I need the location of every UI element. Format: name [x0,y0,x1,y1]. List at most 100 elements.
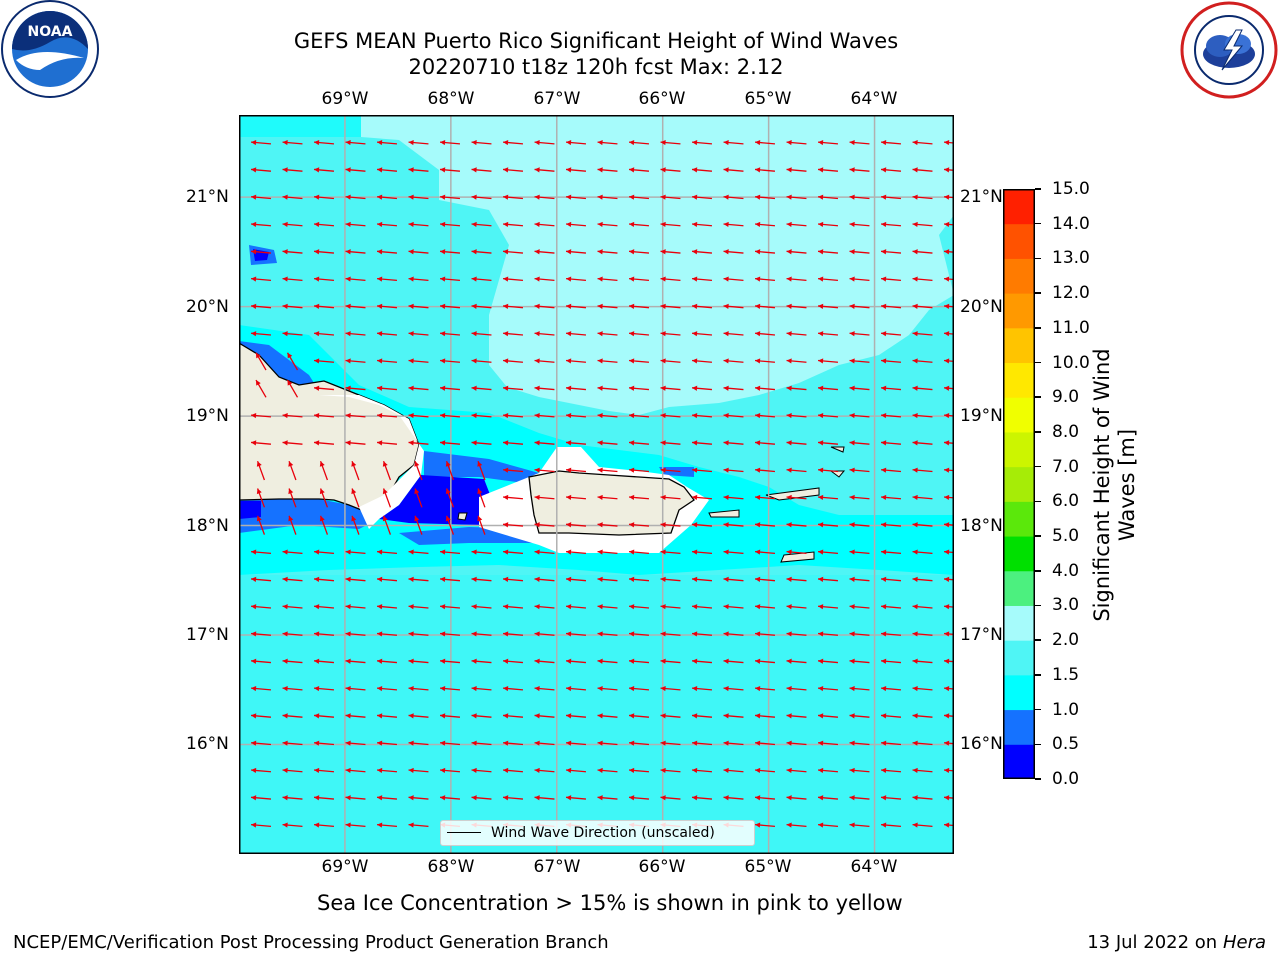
wave-direction-arrow [754,740,776,746]
wave-direction-arrow [565,522,587,528]
wave-direction-arrow [502,467,524,473]
wave-direction-arrow [912,795,933,801]
wave-direction-arrow [597,549,618,555]
wave-direction-arrow [313,303,335,309]
wave-direction-arrow [439,331,461,337]
wave-direction-arrow [250,604,272,610]
wave-direction-arrow [754,631,776,637]
wave-direction-arrow [754,576,776,582]
wave-direction-arrow [943,522,954,528]
wave-direction-arrow [597,767,618,774]
wave-direction-arrow [250,549,272,555]
wave-direction-arrow [471,221,492,228]
wave-direction-arrow [786,276,807,282]
wave-direction-arrow [250,139,272,146]
wave-height-map [239,115,954,854]
lon-label-top: 67°W [533,89,581,109]
wave-direction-arrow [786,713,807,719]
wave-direction-arrow [408,249,429,255]
wave-direction-arrow [376,604,398,610]
wave-direction-arrow [723,713,744,719]
wave-direction-arrow [880,767,902,774]
chart-subtitle: 20220710 t18z 120h fcst Max: 2.12 [408,55,784,79]
wave-direction-arrow [534,522,555,528]
wave-direction-arrow [880,494,902,501]
wave-direction-arrow [471,358,492,364]
colorbar-swatch [1003,223,1035,259]
wave-direction-arrow [723,767,744,774]
wave-direction-arrow [471,576,492,582]
wave-direction-arrow [880,713,902,719]
wave-direction-arrow [691,549,713,555]
wave-direction-arrow [313,795,335,801]
wave-direction-arrow [817,276,839,282]
wave-direction-arrow [345,549,366,555]
wave-direction-arrow [345,713,366,719]
wave-direction-arrow [502,713,524,719]
wave-direction-arrow [313,358,335,364]
colorbar-swatch [1003,362,1035,398]
wave-direction-arrow [565,412,587,419]
colorbar-tick [1035,431,1041,433]
colorbar-swatch [1003,293,1035,329]
wave-direction-arrow [534,494,555,501]
wave-direction-arrow [250,658,272,664]
wave-direction-arrow [408,385,429,391]
wave-direction-arrow [786,194,807,200]
colorbar-swatch [1003,397,1035,433]
wave-direction-arrow [534,576,555,582]
wave-direction-arrow [597,740,618,746]
lat-label-left: 19°N [186,406,229,426]
wave-direction-arrow [408,167,429,173]
lon-label-bottom: 68°W [427,857,475,877]
wave-direction-arrow [691,276,713,282]
lon-label-bottom: 64°W [850,857,898,877]
wave-direction-arrow [565,385,587,391]
wave-direction-arrow [754,767,776,774]
wave-direction-arrow [376,276,398,282]
wave-direction-arrow [660,467,681,473]
wave-direction-arrow [691,658,713,664]
wave-direction-arrow [754,822,776,828]
wave-direction-arrow [345,221,366,228]
wave-direction-arrow [408,358,429,364]
lon-label-bottom: 69°W [321,857,369,877]
wave-direction-arrow [282,303,303,309]
wave-direction-arrow [439,767,461,774]
wave-direction-arrow [597,795,618,801]
wave-direction-arrow [691,139,713,146]
wave-direction-arrow [408,713,429,719]
wave-direction-arrow [628,276,650,282]
wave-direction-arrow [439,139,461,146]
wave-direction-arrow [256,460,266,481]
wave-direction-arrow [534,440,555,446]
wave-direction-arrow [754,221,776,228]
wave-direction-arrow [502,303,524,309]
wave-direction-arrow [439,412,461,419]
wave-direction-arrow [597,467,618,473]
wave-direction-arrow [849,139,870,146]
lat-label-left: 21°N [186,187,229,207]
wave-direction-arrow [943,221,954,228]
wave-direction-arrow [660,331,681,337]
colorbar-tick [1035,570,1041,572]
wave-direction-arrow [282,740,303,746]
wave-direction-arrow [660,631,681,637]
wave-direction-arrow [408,767,429,774]
wave-direction-arrow [943,822,954,828]
wave-direction-arrow [628,576,650,582]
wave-direction-arrow [943,385,954,391]
wave-direction-arrow [691,167,713,173]
wave-direction-arrow [345,822,366,828]
wave-direction-arrow [597,139,618,146]
colorbar-tick [1035,708,1041,711]
wave-direction-arrow [565,767,587,774]
wave-direction-arrow [786,412,807,419]
wave-direction-arrow [754,658,776,664]
lat-label-left: 18°N [186,516,229,536]
wave-direction-arrow [282,249,303,255]
colorbar-swatch [1003,258,1035,294]
colorbar-swatch [1003,466,1035,502]
wave-direction-arrow [345,249,366,255]
lat-label-right: 17°N [960,625,1003,645]
